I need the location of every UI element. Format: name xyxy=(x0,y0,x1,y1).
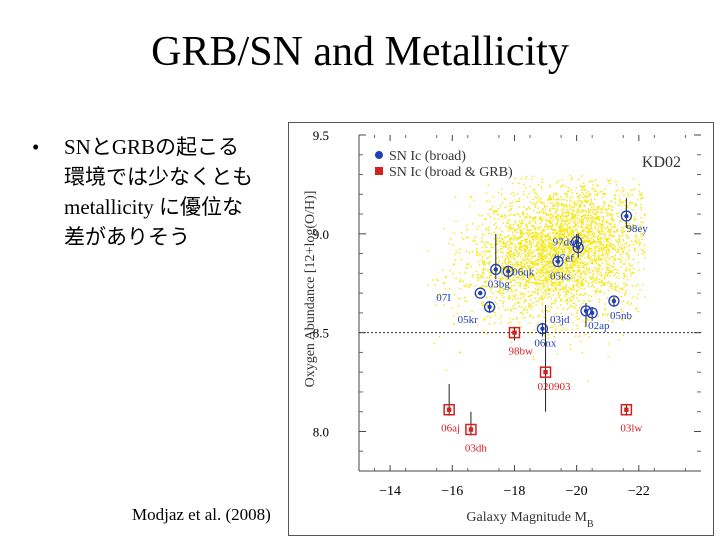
point-sn-ic-broad xyxy=(487,304,492,310)
point-sn-ic-grb xyxy=(512,330,517,335)
galaxy-cloud-points xyxy=(426,175,646,382)
x-tick-label: −22 xyxy=(628,484,650,499)
scatter-figure: −14 −16 −18 −20 −22 9.5 9.0 8.5 8.0 Galaxy Magnit… xyxy=(288,122,714,536)
legend-marker-sn-ic-grb xyxy=(375,167,383,175)
x-tick-label: −18 xyxy=(504,484,526,499)
bullet-line-4: 差がありそう xyxy=(64,225,190,249)
point-box xyxy=(443,403,455,416)
bullet-line-3: metallicity に優位な xyxy=(64,195,244,219)
point-sn-ic-broad xyxy=(540,326,545,331)
point-label: 03dh xyxy=(465,442,488,454)
point-box xyxy=(620,403,633,416)
point-sn-ic-broad xyxy=(624,213,629,219)
point-ring xyxy=(572,242,584,254)
legend-label: SN Ic (broad & GRB) xyxy=(389,165,513,180)
point-sn-ic-broad xyxy=(478,290,483,296)
point-sn-ic-broad xyxy=(589,310,595,316)
point-ring xyxy=(483,301,496,313)
point-sn-ic-broad xyxy=(493,267,498,272)
yellow-galaxy-cloud xyxy=(426,175,646,382)
point-box xyxy=(539,366,552,378)
point-label: 06qk xyxy=(512,266,535,278)
point-ring xyxy=(474,287,486,299)
scatter-chart-svg: −14 −16 −18 −20 −22 9.5 9.0 8.5 8.0 Galaxy Magnit… xyxy=(303,128,701,530)
point-label: 97dq xyxy=(553,237,576,249)
point-ring xyxy=(620,210,633,222)
point-sn-ic-broad xyxy=(575,245,581,250)
point-ring xyxy=(586,307,598,319)
point-ring xyxy=(502,265,514,278)
point-sn-ic-broad xyxy=(611,298,617,304)
point-sn-ic-broad xyxy=(555,259,561,264)
point-box xyxy=(465,423,477,436)
bullet-line-1: SNとGRBの起こる xyxy=(64,135,240,159)
bullet-marker: • xyxy=(32,135,40,159)
bullet-list: • SNとGRBの起こる 環境では少なくとも metallicity に優位な … xyxy=(32,132,282,252)
point-ring xyxy=(536,323,549,335)
slide-title: GRB/SN and Metallicity xyxy=(151,29,569,75)
point-label: 97ef xyxy=(554,253,574,265)
point-label: 06aj xyxy=(441,423,460,435)
x-tick-label: −14 xyxy=(379,484,401,499)
chart-axes: −14 −16 −18 −20 −22 9.5 9.0 8.5 8.0 Galaxy Magnit… xyxy=(303,128,701,530)
point-label: 020903 xyxy=(538,381,572,393)
y-axis-label: Oxygen Abundance [12+log(O/H)] xyxy=(303,191,318,388)
point-label: 03jd xyxy=(550,314,570,326)
point-sn-ic-broad xyxy=(506,269,511,274)
point-box xyxy=(508,326,521,339)
x-axis-label-subscript: B xyxy=(587,519,594,530)
chart-legend: SN Ic (broad)SN Ic (broad & GRB) xyxy=(375,149,513,180)
y-tick-label: 9.0 xyxy=(313,227,329,242)
point-sn-ic-grb xyxy=(446,407,452,412)
point-label: 98ey xyxy=(626,223,648,235)
point-label: 05kr xyxy=(458,314,479,326)
point-sn-ic-grb xyxy=(468,427,474,432)
point-label: 07I xyxy=(436,292,451,304)
bullet-line-2: 環境では少なくとも xyxy=(64,165,253,189)
point-label: 03lw xyxy=(620,423,642,435)
legend-marker-sn-ic-broad xyxy=(375,151,383,159)
point-label: 98bw xyxy=(508,346,533,358)
point-label: 05ks xyxy=(550,270,571,282)
legend-label: SN Ic (broad) xyxy=(389,149,466,164)
y-tick-label: 8.0 xyxy=(313,424,329,439)
panel-label-kd02: KD02 xyxy=(642,154,681,171)
y-tick-label: 8.5 xyxy=(313,326,329,341)
y-tick-label: 9.5 xyxy=(313,128,329,143)
point-ring xyxy=(552,255,564,268)
bullet-text: SNとGRBの起こる 環境では少なくとも metallicity に優位な 差が… xyxy=(64,132,282,252)
x-tick-label: −16 xyxy=(441,484,463,499)
point-label: 03bg xyxy=(488,278,511,290)
x-tick-label: −20 xyxy=(566,484,588,499)
point-sn-ic-grb xyxy=(624,407,629,412)
x-axis-label: Galaxy Magnitude MB xyxy=(466,510,594,530)
point-ring xyxy=(490,263,502,276)
point-sn-ic-grb xyxy=(543,369,548,375)
point-ring xyxy=(608,295,620,307)
point-label: 05nb xyxy=(610,310,633,322)
figure-credit: Modjaz et al. (2008) xyxy=(132,505,271,524)
point-label: 02ap xyxy=(588,320,610,332)
point-ring xyxy=(580,305,592,317)
